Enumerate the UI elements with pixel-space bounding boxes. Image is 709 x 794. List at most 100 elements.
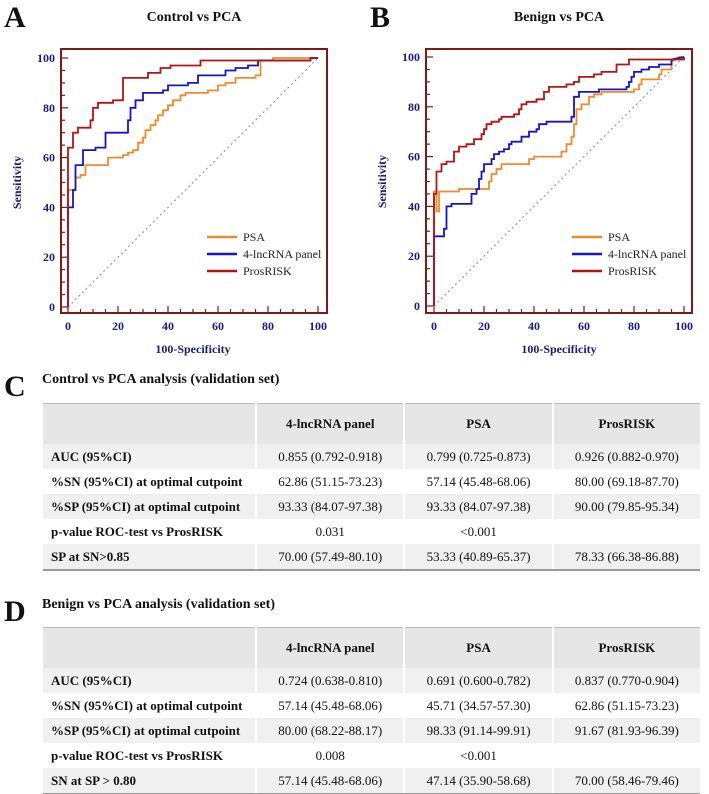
table-cell: 93.33 (84.07-97.38) [403, 494, 553, 519]
row-label: %SN (95%CI) at optimal cutpoint [51, 473, 243, 489]
column-header: ProsRISK [551, 403, 700, 444]
table-cell: 80.00 (68.22-88.17) [254, 718, 405, 743]
x-tick-label: 100 [309, 319, 327, 333]
roc-curve-psa [67, 57, 318, 307]
table-c: 4-lncRNA panel PSA ProsRISK AUC (95%CI) 0.85… [43, 403, 700, 571]
table-cell: 0.837 (0.770-0.904) [551, 668, 700, 693]
table-cell: 90.00 (79.85-95.34) [551, 494, 700, 519]
column-header: PSA [403, 403, 553, 444]
panel-label-a: A [4, 1, 26, 34]
table-cell: 0.031 [254, 519, 405, 544]
legend-label: 4-lncRNA panel [243, 247, 322, 261]
legend-label: ProsRISK [608, 264, 657, 278]
row-label: SP at SN>0.85 [43, 544, 256, 571]
table-cell: 0.855 (0.792-0.918) [254, 444, 405, 469]
row-label: %SN (95%CI) at optimal cutpoint [51, 697, 243, 713]
table-cell: 57.14 (45.48-68.06) [254, 693, 405, 718]
x-tick-label: 0 [431, 319, 437, 333]
table-c-title: Control vs PCA analysis (validation set) [42, 372, 280, 387]
row-label: AUC (95%CI) [43, 668, 256, 693]
table-row: p-value ROC-test vs ProsRISK 0.008 <0.001 [43, 743, 700, 768]
table-row: %SP (95%CI) at optimal cutpoint 80.00 (68… [43, 718, 700, 743]
y-tick-label: 100 [37, 51, 55, 65]
y-tick-label: 0 [414, 299, 420, 313]
row-label: p-value ROC-test vs ProsRISK [51, 747, 224, 763]
table-cell: <0.001 [403, 743, 553, 768]
panel-label-b: B [370, 1, 391, 34]
reference-diagonal [433, 56, 685, 307]
x-tick-label: 40 [162, 319, 174, 333]
roc-curve-prosrisk [67, 57, 318, 307]
y-tick-label: 60 [43, 151, 55, 165]
table-cell: 45.71 (34.57-57.30) [403, 693, 553, 718]
x-axis-label: 100-Specificity [521, 342, 596, 356]
table-row: AUC (95%CI) 0.724 (0.638-0.810) 0.691 (0.6… [43, 668, 700, 693]
roc-charts: 0 20 40 60 80 100 0 20 40 60 80 100 100-Specificity S… [10, 48, 693, 356]
table-d-title: Benign vs PCA analysis (validation set) [42, 597, 275, 612]
table-cell: 57.14 (45.48-68.06) [403, 469, 553, 494]
panel-label-c: C [4, 370, 26, 403]
legend-label: PSA [608, 230, 630, 244]
table-cell: 62.86 (51.15-73.23) [551, 693, 700, 718]
y-tick-label: 20 [408, 249, 420, 263]
y-tick-label: 100 [402, 50, 420, 64]
table-cell [551, 743, 700, 768]
table-cell: 91.67 (81.93-96.39) [551, 718, 700, 743]
table-row: SN at SP > 0.80 57.14 (45.48-68.06) 47.14 … [43, 768, 700, 794]
table-row: SP at SN>0.85 70.00 (57.49-80.10) 53.33 (4… [43, 544, 700, 571]
x-axis-label: 100-Specificity [155, 342, 230, 356]
column-header [43, 403, 256, 444]
table-row: %SN (95%CI) at optimal cutpoint 62.86 (51… [43, 469, 700, 494]
row-label: AUC (95%CI) [43, 444, 256, 469]
table-cell: 80.00 (69.18-87.70) [551, 469, 700, 494]
table-row: AUC (95%CI) 0.855 (0.792-0.918) 0.799 (0.7… [43, 444, 700, 469]
table-row: p-value ROC-test vs ProsRISK 0.031 <0.001 [43, 519, 700, 544]
panel-label-d: D [4, 595, 26, 628]
y-tick-label: 80 [43, 101, 55, 115]
table-header-row: 4-lncRNA panel PSA ProsRISK [43, 403, 700, 444]
y-tick-label: 60 [408, 150, 420, 164]
row-label: %SP (95%CI) at optimal cutpoint [43, 718, 256, 743]
y-tick-label: 80 [408, 100, 420, 114]
table-cell: 98.33 (91.14-99.91) [403, 718, 553, 743]
column-header: ProsRISK [551, 627, 700, 668]
table-cell: <0.001 [403, 519, 553, 544]
table-cell: 0.926 (0.882-0.970) [551, 444, 700, 469]
row-label: %SP (95%CI) at optimal cutpoint [43, 494, 256, 519]
chart-b-title: Benign vs PCA [513, 10, 605, 25]
table-cell: 62.86 (51.15-73.23) [254, 469, 405, 494]
legend-label: PSA [243, 230, 265, 244]
table-cell [551, 519, 700, 544]
y-axis-label: Sensitivity [375, 155, 389, 208]
x-tick-label: 80 [628, 319, 640, 333]
table-cell: 47.14 (35.90-58.68) [403, 768, 553, 794]
x-tick-label: 60 [212, 319, 224, 333]
y-tick-label: 40 [408, 199, 420, 213]
table-cell: 70.00 (57.49-80.10) [254, 544, 405, 571]
column-header: 4-lncRNA panel [254, 403, 405, 444]
x-tick-label: 20 [478, 319, 490, 333]
table-cell: 0.799 (0.725-0.873) [403, 444, 553, 469]
legend-label: 4-lncRNA panel [608, 247, 687, 261]
chart-a-title: Control vs PCA [146, 10, 242, 25]
legend-label: ProsRISK [243, 264, 292, 278]
table-d: 4-lncRNA panel PSA ProsRISK AUC (95%CI) 0.72… [43, 627, 700, 794]
table-cell: 70.00 (58.46-79.46) [551, 768, 700, 794]
table-cell: 93.33 (84.07-97.38) [254, 494, 405, 519]
x-tick-label: 40 [528, 319, 540, 333]
table-cell: 0.691 (0.600-0.782) [403, 668, 553, 693]
column-header: 4-lncRNA panel [254, 627, 405, 668]
plot-frame [60, 48, 328, 314]
y-axis-label: Sensitivity [10, 156, 24, 209]
x-tick-label: 100 [675, 319, 693, 333]
table-cell: 0.724 (0.638-0.810) [254, 668, 405, 693]
plot-frame [425, 48, 693, 314]
table-cell: 53.33 (40.89-65.37) [403, 544, 553, 571]
column-header: PSA [403, 627, 553, 668]
roc-curve-prosrisk [433, 57, 685, 306]
table-cell: 57.14 (45.48-68.06) [254, 768, 405, 794]
table-cell: 0.008 [254, 743, 405, 768]
table-row: %SN (95%CI) at optimal cutpoint 57.14 (45… [43, 693, 700, 718]
y-tick-label: 0 [49, 300, 55, 314]
